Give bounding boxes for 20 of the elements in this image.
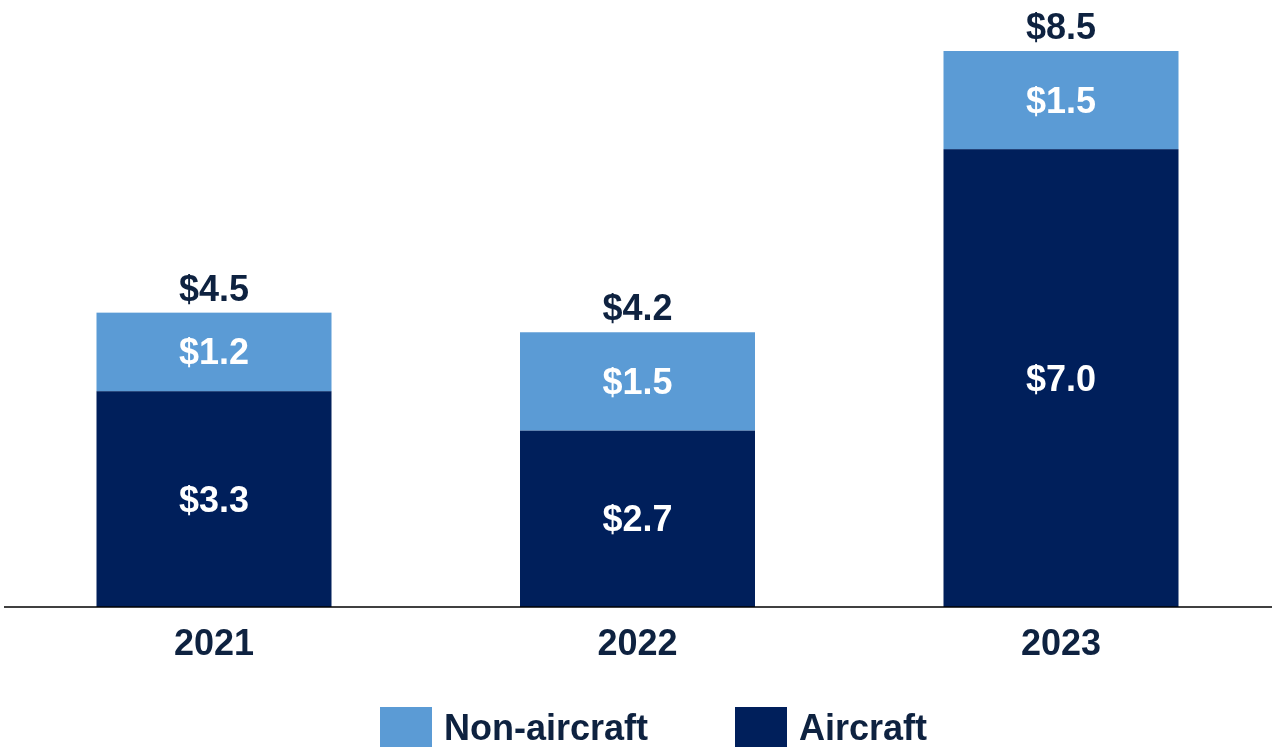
bar [520, 430, 755, 607]
bar [96, 312, 332, 392]
bar [943, 51, 1179, 150]
data-label: $3.3 [178, 478, 250, 520]
bar [943, 149, 1179, 607]
data-label: $1.5 [1025, 79, 1097, 121]
x-tick-label: 2023 [1020, 622, 1102, 663]
data-label: $7.0 [1025, 357, 1097, 399]
data-label: $1.2 [178, 331, 250, 373]
legend-label: Non-aircraft [444, 706, 649, 748]
data-label: $2.7 [602, 498, 673, 540]
bar [520, 332, 755, 431]
data-label: $1.5 [602, 360, 673, 402]
legend-label: Aircraft [799, 706, 928, 748]
total-label: $4.2 [602, 287, 673, 329]
total-label: $8.5 [1025, 6, 1097, 47]
bar [96, 391, 332, 607]
x-tick-label: 2022 [597, 622, 678, 663]
x-tick-label: 2021 [173, 622, 255, 663]
total-label: $4.5 [178, 267, 250, 309]
